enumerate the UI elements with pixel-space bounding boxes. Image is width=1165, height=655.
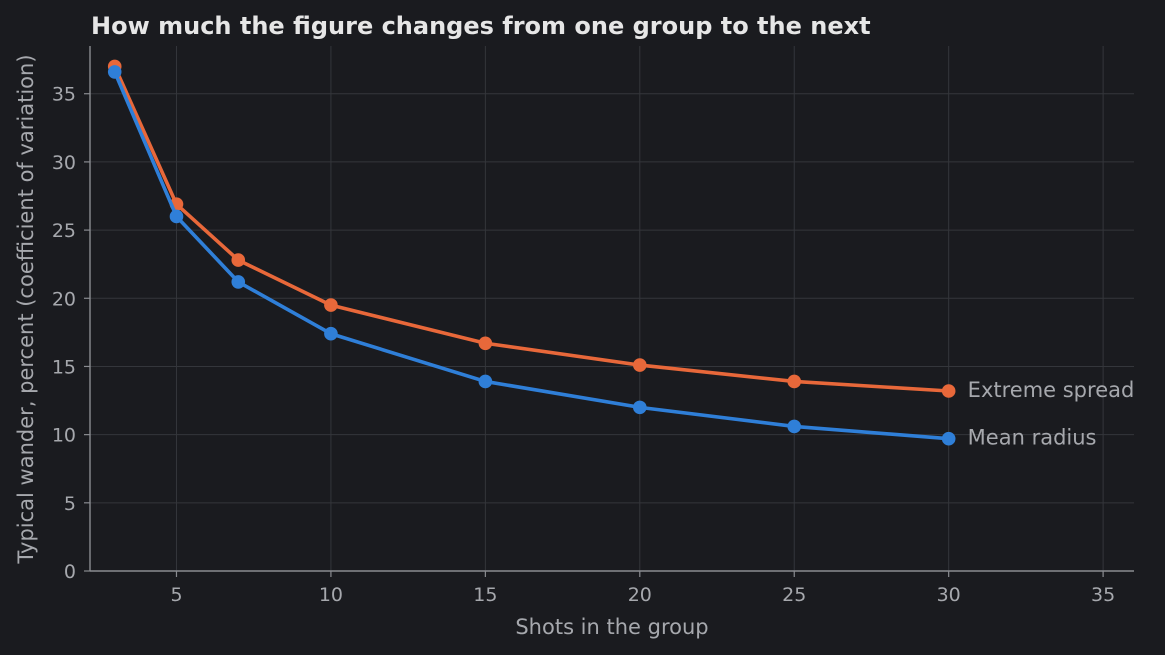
x-tick-label: 30	[937, 584, 961, 606]
data-point	[231, 253, 246, 267]
data-point	[632, 358, 647, 372]
y-axis-label: Typical wander, percent (coefficient of …	[14, 54, 38, 564]
y-tick-label: 5	[64, 493, 76, 515]
data-point	[107, 65, 122, 79]
data-point	[787, 419, 802, 434]
y-tick-label: 35	[52, 84, 76, 106]
y-tick-label: 0	[64, 561, 76, 583]
data-point	[324, 326, 338, 341]
y-tick-label: 25	[52, 220, 76, 242]
x-axis-ticks: 5 10 15 20 25 30 35	[170, 571, 1115, 606]
y-tick-label: 30	[52, 152, 76, 174]
data-point	[478, 336, 493, 351]
x-tick-label: 20	[628, 584, 652, 606]
data-point	[231, 275, 246, 289]
y-tick-label: 10	[52, 425, 76, 447]
series-end-label: Mean radius	[968, 426, 1097, 450]
series-extreme-spread: Extreme spread	[107, 59, 1135, 402]
series-line	[112, 64, 951, 393]
data-point	[324, 298, 338, 312]
y-tick-label: 20	[52, 288, 76, 310]
y-tick-label: 15	[52, 356, 76, 378]
data-point	[632, 400, 647, 415]
x-tick-label: 5	[170, 584, 182, 606]
series: Extreme spread Mean radius	[107, 59, 1135, 450]
axes	[89, 46, 1134, 572]
series-end-label: Extreme spread	[968, 378, 1135, 402]
x-tick-label: 35	[1091, 584, 1115, 606]
data-point	[941, 431, 956, 446]
chart-title: How much the figure changes from one gro…	[91, 12, 871, 40]
data-point	[169, 209, 184, 224]
x-tick-label: 15	[473, 584, 497, 606]
y-axis-ticks: 0 5 10 15 20 25 30 35	[52, 84, 90, 583]
x-tick-label: 10	[319, 584, 343, 606]
x-axis-label: Shots in the group	[515, 615, 708, 639]
data-point	[787, 374, 802, 389]
series-mean-radius: Mean radius	[107, 65, 1097, 450]
grid	[90, 46, 1134, 572]
data-point	[478, 374, 493, 389]
x-tick-label: 25	[782, 584, 806, 606]
data-point	[941, 384, 956, 398]
series-line	[112, 70, 951, 441]
